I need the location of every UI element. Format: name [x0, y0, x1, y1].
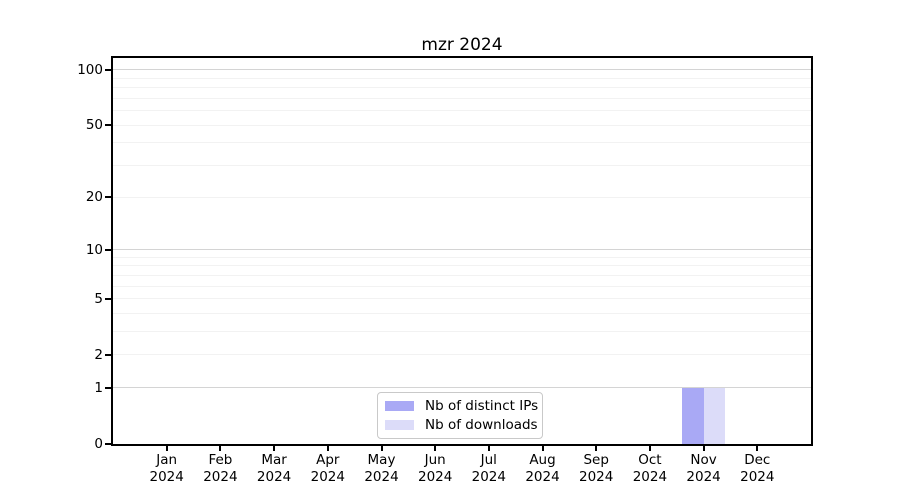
bar-downloads — [703, 387, 726, 444]
x-tick — [380, 446, 383, 451]
bar-distinct-ips — [682, 387, 704, 444]
y-tick — [105, 196, 111, 199]
x-tick-label: Jul 2024 — [457, 452, 521, 486]
x-tick — [648, 446, 651, 451]
x-tick-year: 2024 — [418, 469, 453, 485]
x-tick-month: Jun — [424, 452, 446, 468]
legend-item-distinct-ips: Nb of distinct IPs — [385, 398, 542, 414]
y-tick — [105, 124, 111, 127]
x-tick-month: Mar — [261, 452, 287, 468]
x-tick-year: 2024 — [525, 469, 560, 485]
x-tick — [541, 446, 544, 451]
gridline-minor — [113, 124, 811, 126]
gridline-minor — [113, 142, 811, 144]
gridline-minor — [113, 77, 811, 79]
y-tick — [105, 68, 111, 71]
x-tick-month: Dec — [744, 452, 771, 468]
x-tick-label: Aug 2024 — [511, 452, 575, 486]
x-tick-label: Apr 2024 — [296, 452, 360, 486]
gridline-minor — [113, 256, 811, 258]
gridline-major — [113, 387, 811, 389]
x-tick-month: Apr — [316, 452, 340, 468]
plot-area — [111, 56, 813, 446]
x-tick-month: Jan — [156, 452, 178, 468]
y-tick — [105, 443, 111, 445]
gridline-minor — [113, 165, 811, 167]
x-tick-year: 2024 — [579, 469, 614, 485]
y-tick-label: 20 — [85, 189, 103, 206]
x-tick-year: 2024 — [740, 469, 775, 485]
gridline-minor — [113, 313, 811, 315]
y-tick-label: 50 — [85, 117, 103, 134]
x-tick — [273, 446, 276, 451]
legend-label-downloads: Nb of downloads — [425, 417, 538, 433]
x-tick-year: 2024 — [632, 469, 668, 485]
x-tick-month: Sep — [583, 452, 609, 468]
legend-label-distinct-ips: Nb of distinct IPs — [425, 398, 539, 414]
y-tick-label: 10 — [85, 241, 103, 258]
x-tick — [595, 446, 598, 451]
x-tick-month: Nov — [690, 452, 717, 468]
x-tick-label: Dec 2024 — [725, 452, 789, 486]
gridline-minor — [113, 298, 811, 300]
legend-item-downloads: Nb of downloads — [385, 417, 542, 433]
y-tick — [105, 297, 111, 300]
gridline-minor — [113, 87, 811, 89]
x-tick-label: Jun 2024 — [403, 452, 467, 486]
gridline-minor — [113, 265, 811, 267]
x-tick-month: Feb — [208, 452, 233, 468]
x-tick-year: 2024 — [149, 469, 184, 485]
gridline-minor — [113, 274, 811, 276]
gridline-minor — [113, 331, 811, 333]
x-tick-year: 2024 — [686, 469, 721, 485]
y-tick — [105, 248, 111, 251]
legend: Nb of distinct IPs Nb of downloads — [377, 392, 543, 439]
gridline-major — [113, 249, 811, 251]
gridline-minor — [113, 97, 811, 99]
y-tick-label: 1 — [94, 379, 103, 396]
x-tick-label: May 2024 — [350, 452, 414, 486]
x-tick-month: May — [367, 452, 396, 468]
gridline-minor — [113, 196, 811, 198]
x-tick-label: Jan 2024 — [135, 452, 199, 486]
gridline-minor — [113, 354, 811, 356]
y-tick-label: 5 — [94, 290, 103, 307]
legend-swatch-downloads — [385, 420, 414, 430]
gridline-minor — [113, 110, 811, 112]
x-tick-label: Oct 2024 — [618, 452, 682, 486]
chart-title: mzr 2024 — [421, 35, 503, 55]
x-tick-year: 2024 — [256, 469, 292, 485]
x-tick-month: Oct — [638, 452, 662, 468]
x-tick — [326, 446, 329, 451]
x-tick-label: Mar 2024 — [242, 452, 306, 486]
x-tick — [219, 446, 222, 451]
x-tick-label: Feb 2024 — [188, 452, 252, 486]
x-tick-label: Nov 2024 — [672, 452, 736, 486]
y-tick-label: 0 — [94, 436, 103, 452]
x-tick-year: 2024 — [203, 469, 238, 485]
gridline-minor — [113, 285, 811, 287]
x-tick-month: Aug — [529, 452, 556, 468]
y-tick-label: 100 — [77, 61, 103, 78]
x-tick-label: Sep 2024 — [564, 452, 628, 486]
x-tick — [434, 446, 437, 451]
y-tick — [105, 386, 111, 389]
y-tick-label: 2 — [94, 347, 103, 363]
x-tick — [756, 446, 759, 451]
legend-swatch-distinct-ips — [385, 401, 414, 411]
x-tick-year: 2024 — [364, 469, 399, 485]
x-tick-month: Jul — [480, 452, 497, 468]
x-tick — [702, 446, 705, 451]
x-tick-year: 2024 — [310, 469, 345, 485]
y-tick — [105, 354, 111, 356]
x-tick — [165, 446, 168, 451]
x-tick — [487, 446, 490, 451]
gridline-major — [113, 69, 811, 71]
x-tick-year: 2024 — [471, 469, 506, 485]
